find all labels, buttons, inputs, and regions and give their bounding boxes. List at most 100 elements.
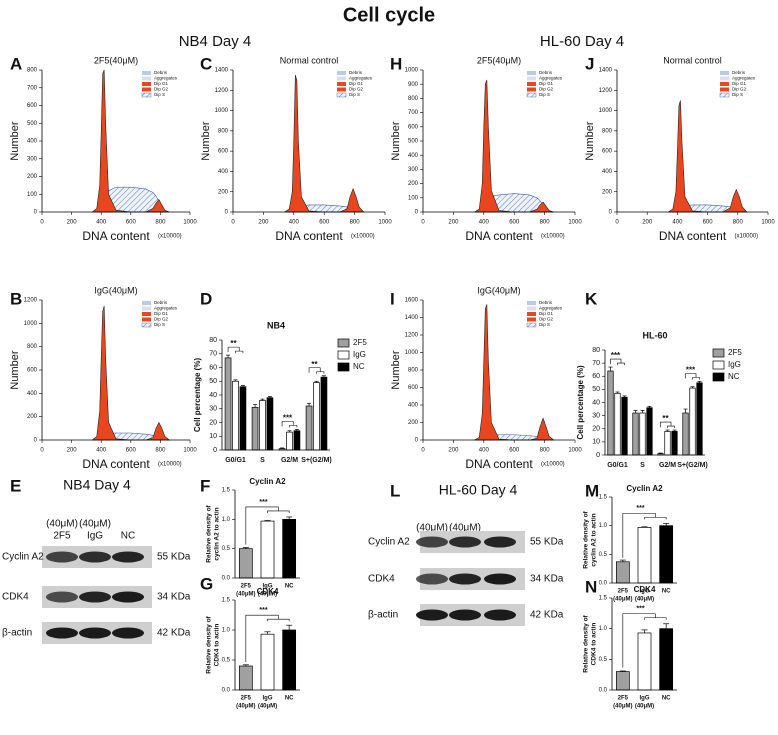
bar	[259, 400, 266, 451]
y-tick-label: 200	[602, 189, 613, 195]
legend-label: Dip G1	[732, 81, 747, 86]
lane-label: (40μM)	[449, 523, 481, 534]
x-axis-label: DNA content	[465, 457, 533, 471]
y-tick-label: 600	[408, 124, 419, 130]
x-tick-label: 1000	[183, 220, 197, 226]
bar	[251, 407, 259, 451]
y-tick-label: 20	[592, 426, 600, 433]
y-tick-label: 800	[408, 96, 419, 102]
significance-label: ***	[636, 505, 644, 512]
blot-band	[484, 573, 516, 585]
bar	[224, 357, 232, 451]
bar	[266, 397, 274, 451]
x-tick-label: 2F5	[618, 589, 629, 595]
legend-swatch	[337, 87, 346, 92]
legend-label: IgG	[353, 350, 366, 359]
y-tick-label: 1200	[215, 88, 229, 94]
significance-bracket	[308, 367, 325, 374]
y-tick-label: 0	[609, 210, 613, 216]
legend-label: Debris	[539, 300, 553, 305]
blot-band	[449, 609, 481, 621]
chart-title: CDK4	[634, 585, 656, 594]
legend-label: NC	[353, 362, 365, 371]
y-tick-label: 60	[209, 364, 217, 371]
y-tick-label: 1.5	[222, 488, 231, 494]
x-tick-label: NC	[662, 696, 671, 702]
blot-band	[79, 551, 111, 563]
y-tick-label: 40	[209, 392, 217, 399]
y-tick-label: 400	[27, 139, 38, 145]
blot-band	[46, 627, 78, 639]
y-axis-label: CDK4 to actin	[214, 624, 221, 667]
y-axis-label: Relative density of	[583, 614, 590, 672]
x-tick-label: 1000	[568, 220, 582, 226]
blot-band	[46, 591, 78, 603]
y-tick-label: 600	[218, 149, 229, 155]
x-tick-label: 600	[126, 220, 137, 226]
size-label: 42 KDa	[530, 610, 564, 621]
bar	[286, 431, 293, 451]
lane-label: 2F5	[53, 531, 71, 542]
y-axis-label: CDK4 to actin	[591, 623, 598, 666]
x-tick-label: 0	[40, 220, 44, 226]
y-tick-label: 1.5	[599, 495, 608, 501]
panel-letter: J	[585, 54, 594, 73]
y-tick-label: 0.5	[222, 658, 231, 664]
legend-swatch	[527, 76, 536, 81]
lane-label: (40μM)	[79, 519, 111, 530]
y-tick-label: 1400	[215, 68, 229, 74]
significance-bracket	[685, 373, 700, 380]
x-tick-label: G2/M	[659, 462, 676, 469]
chart-title: Normal control	[280, 55, 339, 65]
x-tick-label: 1000	[378, 220, 392, 226]
legend-label: Dip G1	[539, 81, 554, 86]
x-tick-label: NC	[285, 696, 294, 702]
y-tick-label: 1600	[405, 298, 419, 304]
y-tick-label: 50	[592, 386, 600, 393]
y-tick-label: 200	[218, 189, 229, 195]
y-tick-label: 1000	[24, 321, 38, 327]
x-tick-label: 200	[67, 448, 78, 454]
y-tick-label: 0	[225, 210, 229, 216]
legend-swatch	[526, 92, 537, 98]
blot-title: NB4 Day 4	[63, 477, 131, 493]
y-axis-label: cyclin A2 to actin	[214, 507, 221, 560]
legend-label: NC	[728, 372, 740, 381]
x-axis-unit: (x10000)	[351, 234, 375, 240]
y-tick-label: 0	[213, 447, 217, 454]
legend-swatch	[142, 82, 151, 86]
protein-label: Cyclin A2	[368, 537, 410, 548]
legend-swatch	[719, 92, 730, 98]
y-tick-label: 400	[602, 169, 613, 175]
y-tick-label: 0	[34, 438, 38, 444]
legend-label: Debris	[732, 70, 746, 75]
x-tick-label: NC	[662, 589, 671, 595]
legend-label: Debris	[539, 70, 553, 75]
y-axis-label: Number	[390, 350, 402, 389]
x-tick-label: S	[260, 457, 265, 464]
significance-bracket	[281, 421, 298, 428]
y-tick-label: 700	[27, 85, 38, 91]
x-tick-label: 400	[479, 448, 490, 454]
panel-letter: G	[200, 574, 213, 593]
x-axis-label: DNA content	[82, 457, 150, 471]
y-tick-label: 1400	[599, 68, 613, 74]
bar	[615, 671, 630, 691]
y-tick-label: 10	[592, 439, 600, 446]
x-tick-label: 200	[67, 220, 78, 226]
x-tick-label: S+(G2/M)	[677, 462, 708, 469]
significance-bracket	[245, 614, 290, 662]
legend-swatch	[337, 350, 350, 360]
legend-label: IgG	[728, 360, 741, 369]
x-tick-label: (40μM)	[613, 704, 632, 710]
y-tick-label: 80	[209, 337, 217, 344]
bar	[639, 412, 646, 456]
y-tick-label: 0.0	[222, 688, 231, 694]
x-tick-label: 800	[155, 220, 166, 226]
x-tick-label: 600	[509, 220, 520, 226]
y-tick-label: 100	[408, 195, 419, 201]
x-tick-label: 600	[509, 448, 520, 454]
chart-title: IgG(40μM)	[477, 285, 520, 295]
y-tick-label: 600	[27, 368, 38, 374]
